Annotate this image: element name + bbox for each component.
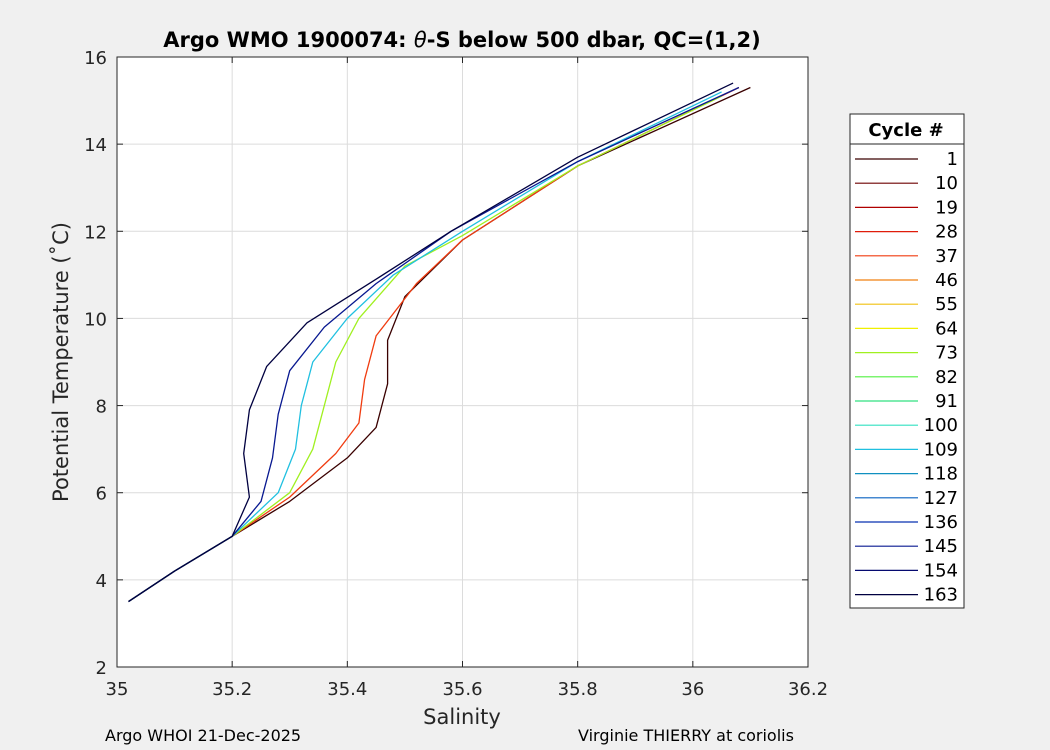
x-tick-label: 35.4 bbox=[327, 679, 367, 700]
y-tick-label: 10 bbox=[84, 309, 107, 330]
legend-label: 127 bbox=[924, 488, 958, 509]
x-tick-label: 35.6 bbox=[442, 679, 482, 700]
x-tick-label: 35 bbox=[106, 679, 129, 700]
footer-right: Virginie THIERRY at coriolis bbox=[578, 726, 794, 745]
legend: Cycle # 1 10 19 28 37 46 55 64 73 82 91 100 109 118 12… bbox=[849, 113, 965, 609]
series-lines bbox=[128, 82, 751, 603]
y-axis-label: Potential Temperature (˚C) bbox=[49, 222, 73, 502]
legend-label: 46 bbox=[935, 270, 958, 291]
y-tick-label: 4 bbox=[96, 571, 107, 592]
chart-title: Argo WMO 1900074: θ-S below 500 dbar, QC… bbox=[163, 28, 760, 52]
legend-label: 1 bbox=[947, 149, 958, 170]
legend-label: 109 bbox=[924, 439, 958, 460]
x-tick-label: 36 bbox=[681, 679, 704, 700]
legend-label: 82 bbox=[935, 367, 958, 388]
y-tick-label: 6 bbox=[96, 484, 107, 505]
y-tick-labels: 2 4 6 8 10 12 14 16 bbox=[84, 48, 107, 679]
legend-label: 28 bbox=[935, 222, 958, 243]
legend-label: 154 bbox=[924, 560, 958, 581]
legend-label: 118 bbox=[924, 464, 958, 485]
legend-label: 163 bbox=[924, 585, 958, 606]
footer-left: Argo WHOI 21-Dec-2025 bbox=[105, 726, 302, 745]
x-tick-labels: 35 35.2 35.4 35.6 35.8 36 36.2 bbox=[106, 679, 828, 700]
legend-label: 73 bbox=[935, 343, 958, 364]
y-tick-label: 14 bbox=[84, 135, 107, 156]
y-tick-label: 16 bbox=[84, 48, 107, 69]
x-tick-label: 36.2 bbox=[788, 679, 828, 700]
legend-entries: 1 10 19 28 37 46 55 64 73 82 91 100 109 118 127 136 145 1… bbox=[855, 149, 958, 606]
legend-label: 136 bbox=[924, 512, 958, 533]
legend-label: 19 bbox=[935, 197, 958, 218]
legend-label: 10 bbox=[935, 173, 958, 194]
x-tick-label: 35.8 bbox=[558, 679, 598, 700]
y-tick-label: 2 bbox=[96, 658, 107, 679]
legend-label: 100 bbox=[924, 415, 958, 436]
legend-label: 37 bbox=[935, 246, 958, 267]
legend-label: 91 bbox=[935, 391, 958, 412]
y-tick-label: 8 bbox=[96, 397, 107, 418]
axes-box bbox=[116, 56, 809, 668]
legend-box bbox=[849, 113, 965, 609]
y-tick-label: 12 bbox=[84, 222, 107, 243]
legend-label: 64 bbox=[935, 318, 958, 339]
legend-label: 55 bbox=[935, 294, 958, 315]
legend-label: 145 bbox=[924, 536, 958, 557]
x-tick-label: 35.2 bbox=[212, 679, 252, 700]
legend-title: Cycle # bbox=[868, 120, 943, 141]
series-line-cycle-163 bbox=[128, 82, 734, 603]
x-axis-label: Salinity bbox=[423, 705, 501, 729]
